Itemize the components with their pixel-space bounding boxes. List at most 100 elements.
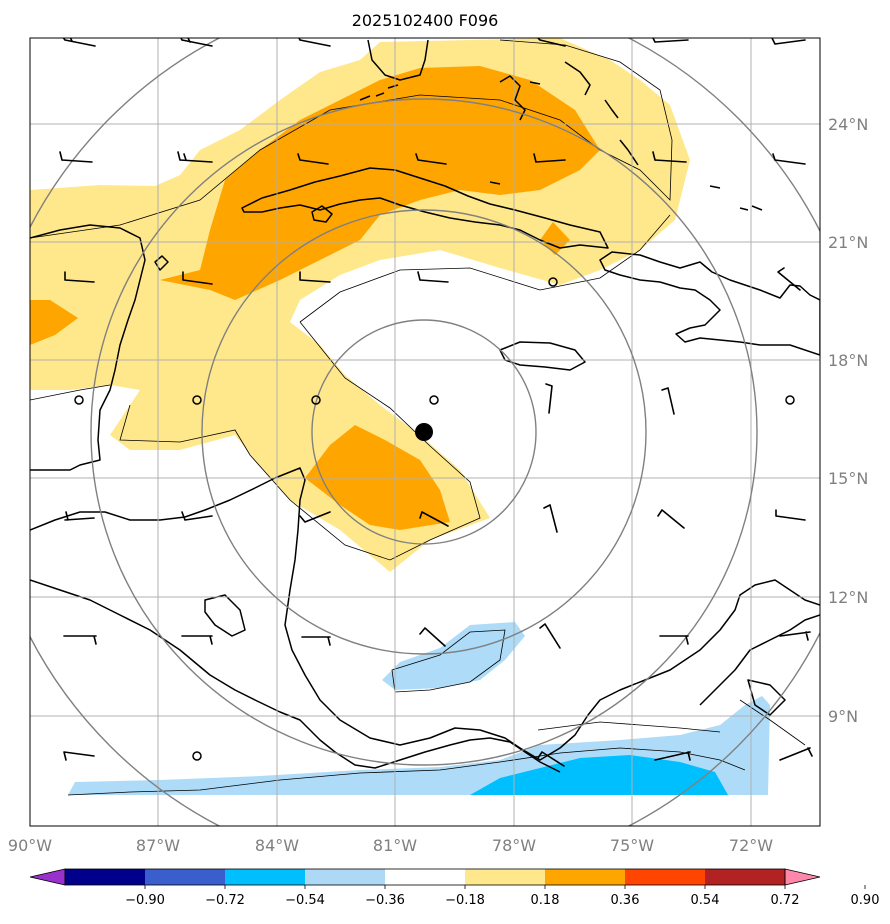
contour-south-ring bbox=[119, 321, 481, 561]
calm-wind-marker bbox=[192, 395, 202, 405]
contour-blue-central bbox=[391, 629, 506, 693]
wind-barb bbox=[181, 635, 213, 645]
wind-barb bbox=[652, 38, 689, 43]
wind-barb bbox=[64, 511, 95, 521]
wind-barb bbox=[182, 271, 213, 285]
coast-keys bbox=[359, 84, 399, 101]
lat-tick-label: 18°N bbox=[828, 351, 868, 370]
wind-barb bbox=[177, 151, 213, 163]
wind-barb bbox=[63, 751, 95, 761]
colorbar-tick-label: −0.54 bbox=[285, 893, 325, 908]
calm-wind-marker bbox=[74, 395, 84, 405]
lon-tick-label: 78°W bbox=[492, 836, 536, 855]
contours bbox=[30, 39, 806, 796]
wind-barb bbox=[659, 635, 689, 645]
wind-barb bbox=[64, 271, 95, 283]
wind-barb bbox=[777, 267, 801, 291]
negative-anomaly-deep-blue bbox=[470, 755, 728, 795]
wind-barb bbox=[59, 151, 93, 163]
wind-barb bbox=[417, 271, 449, 283]
colorbar-tick-label: 0.90 bbox=[851, 893, 880, 908]
colorbar-tick-label: −0.18 bbox=[445, 893, 485, 908]
map-area bbox=[30, 38, 820, 826]
coast-colombia bbox=[699, 614, 820, 706]
coast-cuba bbox=[241, 167, 609, 249]
wind-barb bbox=[661, 387, 675, 415]
map-frame bbox=[29, 37, 821, 827]
colorbar-tick-label: −0.90 bbox=[125, 893, 165, 908]
wind-barb bbox=[539, 623, 561, 649]
colorbar-outline bbox=[64, 868, 786, 886]
positive-anomaly-orange-west bbox=[30, 300, 78, 345]
wind-barb bbox=[419, 511, 449, 527]
graticule bbox=[30, 38, 820, 826]
coast-jamaica bbox=[499, 341, 586, 371]
lon-tick-label: 72°W bbox=[729, 836, 773, 855]
wind-barb bbox=[299, 511, 331, 523]
colorbar-tick-label: 0.18 bbox=[531, 893, 560, 908]
wind-barb bbox=[298, 38, 331, 47]
lat-tick-label: 21°N bbox=[828, 233, 868, 252]
lat-axis: 9°N 12°N 15°N 18°N 21°N 24°N bbox=[828, 115, 868, 726]
coast-venezuela-gulf bbox=[747, 679, 786, 716]
wind-barb bbox=[652, 151, 687, 163]
lon-tick-label: 81°W bbox=[373, 836, 417, 855]
contour-west bbox=[30, 384, 111, 401]
lon-tick-label: 84°W bbox=[255, 836, 299, 855]
lon-axis: 90°W 87°W 84°W 81°W 78°W 75°W 72°W bbox=[8, 836, 773, 855]
calm-winds bbox=[74, 277, 795, 761]
contour-blue-east bbox=[537, 721, 721, 733]
wind-barb bbox=[180, 38, 213, 47]
figure-title: 2025102400 F096 bbox=[352, 11, 499, 30]
calm-wind-marker bbox=[311, 395, 321, 405]
colorbar-tick-label: 0.36 bbox=[611, 893, 640, 908]
wind-barb bbox=[543, 504, 558, 533]
wind-barb bbox=[297, 153, 329, 165]
lat-tick-label: 12°N bbox=[828, 588, 868, 607]
lat-tick-label: 15°N bbox=[828, 469, 868, 488]
wind-barb bbox=[545, 383, 553, 414]
colorbar-segment bbox=[465, 869, 546, 885]
lat-tick-label: 9°N bbox=[828, 707, 858, 726]
coast-small-islands bbox=[489, 81, 763, 211]
wind-barb bbox=[771, 38, 806, 45]
wind-barb bbox=[779, 631, 811, 641]
wind-barb bbox=[775, 509, 806, 521]
lat-tick-label: 24°N bbox=[828, 115, 868, 134]
colorbar-tick-label: −0.72 bbox=[205, 893, 245, 908]
colorbar-segment bbox=[385, 869, 466, 885]
colorbar-extend-low bbox=[29, 868, 66, 886]
lon-tick-label: 75°W bbox=[610, 836, 654, 855]
colorbar-segment bbox=[545, 869, 626, 885]
wind-barb bbox=[301, 636, 331, 646]
wind-barb bbox=[62, 38, 96, 47]
range-ring-1 bbox=[311, 319, 537, 545]
coast-bahamas-b bbox=[564, 61, 591, 96]
colorbar: −0.90 −0.72 −0.54 −0.36 −0.18 0.18 0.36 0.54 0.7… bbox=[29, 868, 880, 908]
contour-southeast bbox=[739, 699, 806, 746]
coast-bahamas-d bbox=[619, 139, 639, 166]
coast-hispaniola bbox=[599, 251, 820, 356]
colorbar-segment bbox=[305, 869, 386, 885]
colorbar-extend-high bbox=[784, 868, 821, 886]
neutral-core bbox=[292, 258, 560, 432]
calm-wind-marker bbox=[192, 751, 202, 761]
colorbar-segment bbox=[65, 869, 146, 885]
lon-tick-label: 87°W bbox=[136, 836, 180, 855]
contour-north bbox=[30, 39, 673, 239]
coast-pacific-side bbox=[30, 579, 561, 773]
colorbar-segment bbox=[145, 869, 226, 885]
colorbar-segment bbox=[705, 869, 786, 885]
coast-central-america bbox=[30, 467, 820, 761]
calm-wind-marker bbox=[785, 395, 795, 405]
colorbar-tick-label: 0.54 bbox=[691, 893, 720, 908]
coast-florida bbox=[367, 39, 429, 81]
storm-center-marker bbox=[415, 423, 433, 441]
coast-yucatan bbox=[30, 224, 146, 471]
wind-barb bbox=[419, 627, 446, 647]
colorbar-segment bbox=[625, 869, 706, 885]
wind-barb bbox=[299, 271, 331, 283]
wind-barb bbox=[415, 153, 447, 165]
calm-wind-marker bbox=[548, 277, 558, 287]
